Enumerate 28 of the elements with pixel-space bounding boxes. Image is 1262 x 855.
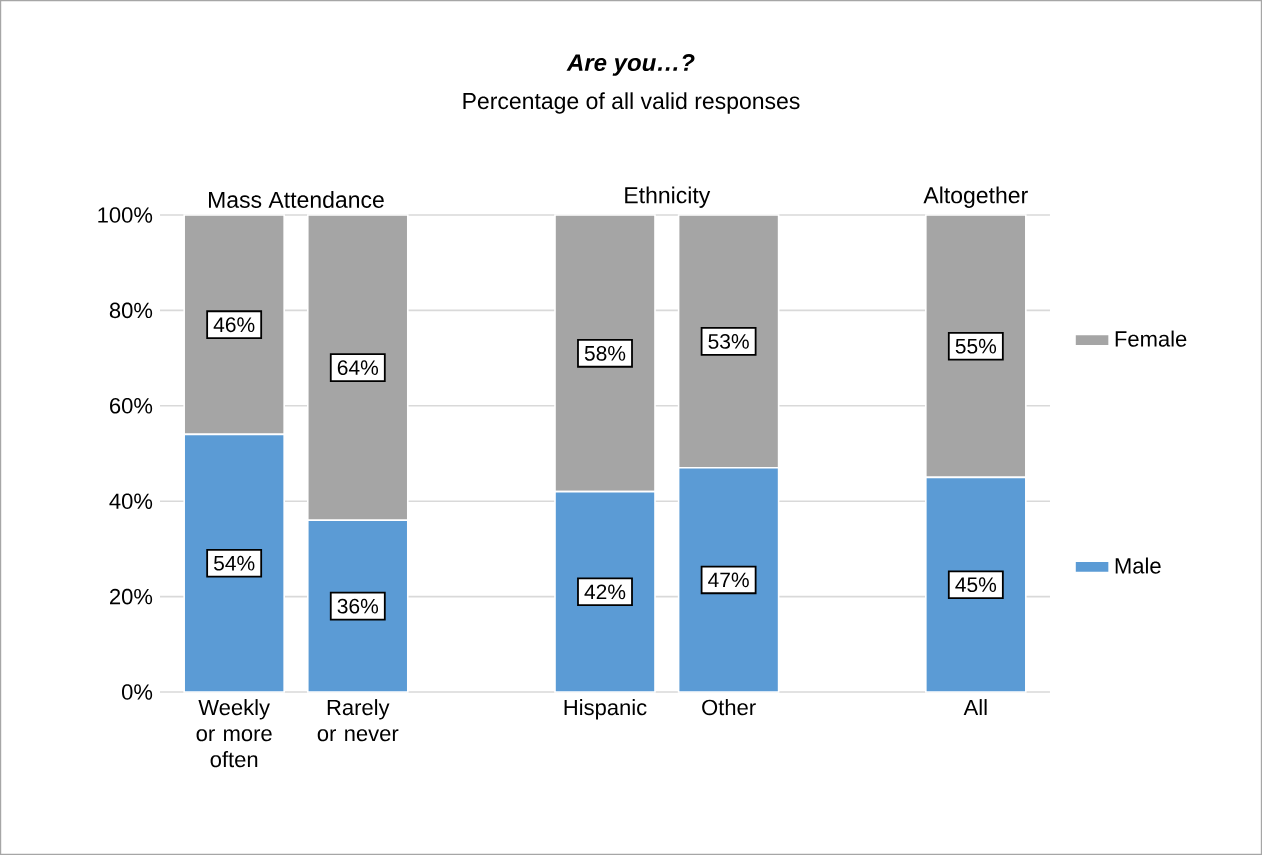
x-tick-label: All <box>963 699 987 715</box>
data-label: 58% <box>584 345 626 361</box>
data-label: 36% <box>337 598 379 614</box>
legend-label: Male <box>1115 557 1161 574</box>
chart-title: Are you…? <box>566 54 695 76</box>
data-label: 55% <box>955 338 997 354</box>
legend-label: Female <box>1115 330 1187 347</box>
data-label: 53% <box>708 333 749 349</box>
text: Altogether <box>923 186 1028 208</box>
x-tick-label: Weekly or more often <box>196 699 272 768</box>
y-tick-label: 60% <box>110 398 153 414</box>
x-tick-label: Hispanic <box>564 699 647 720</box>
y-tick-label: 0% <box>121 684 153 700</box>
y-tick-label: 100% <box>98 207 153 223</box>
y-tick-label: 40% <box>109 493 153 509</box>
y-tick-label: 80% <box>109 302 153 319</box>
data-label: 45% <box>955 577 997 593</box>
data-label: 46% <box>213 317 255 333</box>
data-label: 54% <box>214 555 255 571</box>
x-tick-label: Rarely or never <box>317 699 399 742</box>
text: Mass Attendance <box>209 191 384 208</box>
data-label: 47% <box>708 572 749 588</box>
text: Ethnicity <box>625 186 711 208</box>
x-tick-label: Other <box>702 699 756 716</box>
data-label: 64% <box>337 360 379 376</box>
y-tick-label: 20% <box>110 588 153 605</box>
data-label: 42% <box>584 584 626 600</box>
chart-subtitle: Percentage of all valid responses <box>463 92 800 114</box>
